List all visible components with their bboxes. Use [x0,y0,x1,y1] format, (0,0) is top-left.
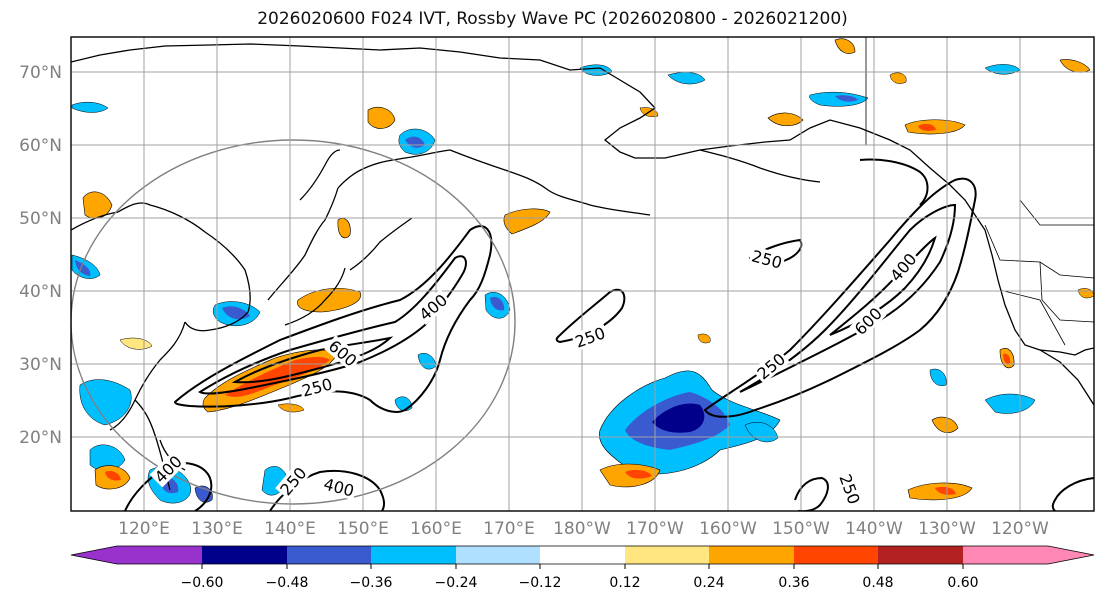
lat-label: 40°N [19,282,62,302]
colorbar-tick-label: −0.36 [350,575,393,591]
colorbar-tick-label: −0.12 [519,575,562,591]
gridlines [71,37,1094,511]
colorbar-tick-label: 0.48 [862,575,893,591]
lat-label: 50°N [19,209,62,229]
colorbar-segment [456,546,540,564]
map-title: 2026020600 F024 IVT, Rossby Wave PC (202… [257,9,848,29]
lat-label: 70°N [19,63,62,83]
colorbar-tick-label: −0.48 [266,575,309,591]
lon-label: 160°W [699,519,757,539]
lat-label: 30°N [19,355,62,375]
colorbar-tick-label: 0.60 [947,575,978,591]
colorbar-tick-label: 0.36 [778,575,809,591]
colorbar-tick-label: −0.60 [181,575,224,591]
colorbar: −0.60 −0.48 −0.36 −0.24 −0.12 0.12 0.24 … [70,545,1095,591]
lon-label: 140°E [264,519,316,539]
colorbar-segment [794,546,878,564]
lat-label: 20°N [19,428,62,448]
colorbar-segment [878,546,963,564]
colorbar-under-arrow [71,546,117,564]
colorbar-segment [963,546,1048,564]
lon-label: 180°W [553,519,611,539]
lon-label: 160°E [410,519,462,539]
colorbar-segment [117,546,202,564]
colorbar-tick-label: 0.12 [609,575,640,591]
colorbar-segment [287,546,371,564]
rossby-wave-region-circle [71,139,516,505]
latitude-labels: 70°N 60°N 50°N 40°N 30°N 20°N [19,63,62,448]
map-frame [70,36,1095,512]
lon-label: 150°E [337,519,389,539]
lon-label: 150°W [772,519,830,539]
lon-label: 130°W [918,519,976,539]
lon-label: 130°E [191,519,243,539]
colorbar-segment [540,546,625,564]
lon-label: 140°W [845,519,903,539]
lon-label: 120°E [118,519,170,539]
lon-label: 120°W [991,519,1049,539]
colorbar-tick-label: 0.24 [693,575,724,591]
colorbar-segment [371,546,456,564]
lon-label: 170°W [626,519,684,539]
colorbar-segment [709,546,794,564]
lon-label: 170°E [483,519,535,539]
colorbar-over-arrow [1048,546,1094,564]
longitude-labels: 120°E 130°E 140°E 150°E 160°E 170°E 180°… [118,519,1049,539]
lat-label: 60°N [19,136,62,156]
colorbar-tick-label: −0.24 [435,575,478,591]
map-panel: 400 600 250 250 400 600 250 250 250 400 … [71,37,1094,511]
colorbar-segment [625,546,709,564]
colorbar-segment [202,546,287,564]
